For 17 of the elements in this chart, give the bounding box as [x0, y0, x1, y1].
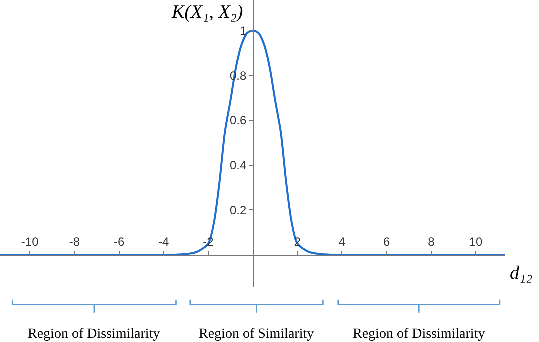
y-axis-title: K(X₁, X₂)	[171, 2, 244, 23]
x-tick-label: 10	[469, 235, 484, 250]
x-tick-label: -8	[69, 235, 80, 250]
text: Region of Dissimilarity	[28, 327, 160, 342]
x-tick-label: 4	[338, 235, 346, 250]
y-tick-label: 0.6	[230, 114, 247, 128]
x-tick-label: -10	[21, 235, 40, 250]
y-tick-label: 1	[240, 24, 247, 38]
y-tick-label: 0.4	[230, 158, 247, 173]
y-tick-label: 0.2	[230, 203, 247, 218]
x-axis-title: d₁₂	[510, 263, 534, 284]
x-tick-label: 8	[428, 235, 436, 250]
text: Region of Similarity	[199, 327, 314, 342]
x-tick-label: -6	[114, 235, 125, 250]
x-tick-label: -4	[158, 235, 170, 250]
x-tick-label: 6	[383, 235, 390, 250]
text: Region of Dissimilarity	[353, 327, 486, 342]
